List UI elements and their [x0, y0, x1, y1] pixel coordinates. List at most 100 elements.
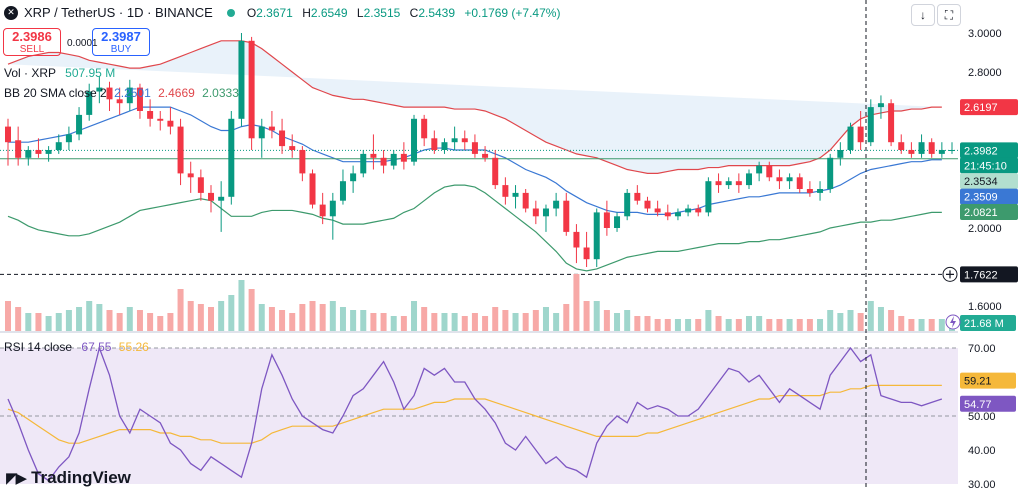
candle-body — [451, 138, 458, 143]
price-label-bg — [960, 266, 1018, 283]
volume-bar — [289, 313, 296, 331]
candle-body — [258, 126, 265, 139]
candle-body — [25, 150, 32, 158]
volume-bar — [888, 310, 895, 331]
candle-body — [350, 173, 357, 182]
candle-body — [268, 126, 275, 131]
volume-bar — [360, 310, 367, 331]
bollinger-upper-line — [7, 40, 942, 174]
volume-bar — [482, 316, 489, 331]
volume-bar — [867, 301, 874, 331]
volume-bar — [664, 319, 671, 331]
volume-bar — [421, 307, 428, 331]
volume-bar — [654, 319, 661, 331]
volume-bar — [857, 313, 864, 331]
volume-bar — [339, 307, 346, 331]
volume-bar — [238, 280, 245, 331]
volume-bar — [218, 301, 225, 331]
candle-body — [847, 126, 854, 150]
volume-bar — [745, 316, 752, 331]
candle-body — [532, 208, 539, 217]
price-label-bg — [960, 99, 1018, 116]
candle-body — [76, 114, 83, 135]
price-label-text: 2.3534 — [964, 176, 998, 188]
candle-body — [167, 120, 174, 127]
candle-body — [522, 192, 529, 209]
buy-button[interactable]: 2.3987 BUY — [92, 28, 150, 56]
download-button[interactable]: ↓ — [911, 4, 935, 26]
volume-bar — [96, 304, 103, 331]
rsi-label: 54.77 — [960, 395, 1016, 412]
candle-body — [725, 181, 732, 186]
fullscreen-icon: ⛶ — [944, 8, 954, 22]
fullscreen-button[interactable]: ⛶ — [937, 4, 961, 26]
price-label: 21:45:10 — [960, 157, 1018, 174]
candle-body — [553, 200, 560, 209]
candle-body — [614, 216, 621, 228]
crosshair-plus-icon[interactable] — [942, 266, 958, 282]
candle-body — [96, 87, 103, 92]
volume-bar — [400, 316, 407, 331]
candle-body — [319, 204, 326, 217]
candle-body — [796, 177, 803, 189]
candle-body — [218, 196, 225, 201]
candle-body — [776, 177, 783, 182]
rsi-axis-tick: 70.00 — [968, 343, 996, 355]
volume-bar — [65, 310, 72, 331]
candle-body — [664, 212, 671, 217]
candle-body — [674, 212, 681, 217]
price-label-bg — [960, 188, 1018, 205]
candle-body — [157, 118, 164, 121]
price-change: +0.1769 (+7.47%) — [464, 5, 561, 20]
volume-bar — [735, 319, 742, 331]
volume-bar — [350, 310, 357, 331]
volume-bar — [86, 301, 93, 331]
volume-bar — [45, 316, 52, 331]
spread-value: 0.0001 — [67, 38, 98, 49]
volume-bar — [126, 307, 133, 331]
sell-button[interactable]: 2.3986 SELL — [3, 28, 61, 56]
rsi-legend[interactable]: RSI 14 close 67.55 55.26 — [4, 340, 149, 354]
volume-bar — [512, 313, 519, 331]
volume-bar — [319, 304, 326, 331]
volume-bar — [796, 319, 803, 331]
volume-bar — [695, 319, 702, 331]
volume-bar — [76, 307, 83, 331]
volume-legend[interactable]: Vol · XRP 507.95 M — [4, 66, 116, 80]
candle-body — [583, 247, 590, 260]
candle-body — [888, 103, 895, 143]
candle-body — [65, 134, 72, 143]
plus-mark — [946, 270, 954, 279]
symbol-title[interactable]: XRP / TetherUS · 1D · BINANCE — [24, 5, 213, 20]
price-label-text: 2.3509 — [964, 192, 998, 204]
lightning-icon[interactable] — [945, 314, 961, 330]
candle-body — [461, 138, 468, 143]
candle-body — [512, 192, 519, 197]
candle-body — [86, 91, 93, 115]
candle-body — [502, 185, 509, 197]
volume-bar — [380, 313, 387, 331]
candle-body — [421, 118, 428, 139]
bollinger-legend[interactable]: BB 20 SMA close 2 2.2501 2.4669 2.0333 — [4, 86, 239, 100]
candle-body — [187, 173, 194, 178]
candle-body — [806, 189, 813, 193]
rsi-label-text: 59.21 — [964, 376, 992, 388]
price-label-text: 2.6197 — [964, 102, 998, 114]
ohlc-values: O2.3671 H2.6549 L2.3515 C2.5439 +0.1769 … — [246, 5, 561, 20]
candle-body — [289, 146, 296, 150]
candle-body — [867, 107, 874, 143]
candle-body — [898, 142, 905, 150]
candle-body — [126, 87, 133, 104]
candle-body — [55, 142, 62, 150]
candle-body — [634, 192, 641, 201]
rsi-axis-tick: 40.00 — [968, 445, 996, 457]
candle-body — [441, 142, 448, 150]
price-label-text: 2.3982 — [964, 145, 998, 157]
candle-body — [106, 87, 113, 100]
volume-bar — [614, 313, 621, 331]
volume-bar — [603, 310, 610, 331]
price-label-bg — [960, 203, 1018, 220]
volume-bar — [522, 313, 529, 331]
candle-body — [908, 150, 915, 154]
